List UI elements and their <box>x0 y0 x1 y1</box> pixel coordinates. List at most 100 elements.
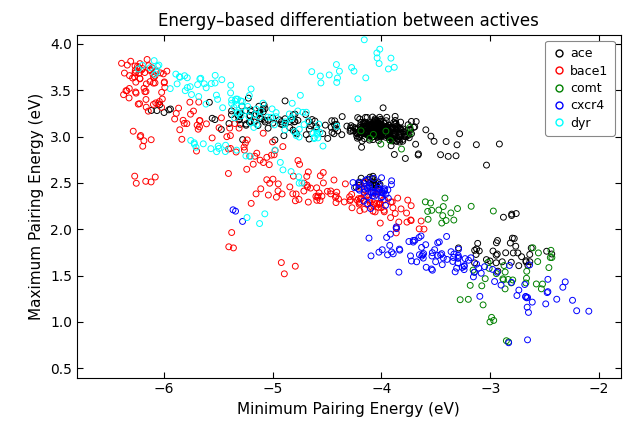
Point <box>151 68 161 75</box>
Point <box>363 194 373 201</box>
Point <box>263 125 273 132</box>
Point <box>368 122 378 129</box>
Point <box>371 182 381 189</box>
Point <box>381 191 391 198</box>
Point <box>364 197 374 204</box>
Point <box>232 95 243 102</box>
Point <box>119 69 129 76</box>
Point <box>492 237 502 244</box>
Point <box>133 66 143 72</box>
Point <box>179 120 189 127</box>
Point <box>188 108 198 115</box>
Point <box>354 184 364 191</box>
Point <box>331 192 341 199</box>
Point <box>383 251 393 258</box>
Point <box>499 214 509 221</box>
Point <box>434 238 444 245</box>
Point <box>193 126 204 133</box>
Point <box>386 133 396 140</box>
Point <box>152 69 162 76</box>
Point <box>428 267 438 274</box>
Point <box>353 179 364 186</box>
Point <box>241 107 252 114</box>
Point <box>131 180 141 187</box>
Point <box>182 120 192 127</box>
Point <box>150 79 160 86</box>
Point <box>372 122 382 129</box>
Point <box>391 134 401 141</box>
Point <box>273 187 283 194</box>
Point <box>236 112 246 119</box>
Point <box>154 62 164 69</box>
Point <box>362 182 372 189</box>
Point <box>374 124 385 131</box>
Point <box>213 143 223 150</box>
Point <box>150 174 161 181</box>
Point <box>525 258 535 265</box>
Point <box>333 195 344 202</box>
Point <box>525 251 535 258</box>
Point <box>443 153 453 160</box>
Point <box>414 251 424 258</box>
Point <box>391 230 401 237</box>
Point <box>299 121 309 128</box>
Point <box>373 133 383 140</box>
Point <box>368 208 378 215</box>
Point <box>141 104 151 111</box>
Point <box>191 148 202 155</box>
Point <box>332 75 342 82</box>
Point <box>426 133 436 140</box>
Point <box>340 181 351 187</box>
Point <box>383 128 393 135</box>
Point <box>395 134 405 141</box>
Point <box>158 70 168 77</box>
Point <box>383 66 394 72</box>
Point <box>367 204 377 210</box>
Point <box>359 128 369 135</box>
Point <box>380 185 390 192</box>
Point <box>478 301 488 308</box>
Point <box>481 256 492 263</box>
Point <box>242 166 252 173</box>
Point <box>472 240 483 247</box>
Point <box>522 275 532 282</box>
Point <box>374 124 385 131</box>
Point <box>355 129 365 136</box>
Point <box>381 125 392 132</box>
Point <box>391 138 401 145</box>
Point <box>469 269 479 276</box>
Point <box>451 265 461 272</box>
Point <box>139 137 149 144</box>
Point <box>417 244 427 251</box>
Point <box>371 119 381 126</box>
Point <box>227 97 237 104</box>
Point <box>374 46 385 53</box>
Point <box>303 199 314 206</box>
Point <box>402 127 412 134</box>
Point <box>452 260 463 266</box>
Point <box>499 276 509 283</box>
Point <box>355 122 365 129</box>
Point <box>159 109 169 116</box>
Point <box>411 118 421 125</box>
Y-axis label: Maximum Pairing Energy (eV): Maximum Pairing Energy (eV) <box>29 92 44 320</box>
Point <box>179 72 189 79</box>
Point <box>234 117 244 124</box>
Point <box>225 145 236 152</box>
Point <box>323 135 333 142</box>
Point <box>172 80 182 87</box>
Point <box>584 308 594 315</box>
Point <box>258 105 268 112</box>
Point <box>385 242 395 249</box>
Point <box>450 268 460 275</box>
Point <box>202 120 212 127</box>
Point <box>275 121 285 128</box>
Point <box>368 189 378 196</box>
Point <box>318 143 328 150</box>
Point <box>255 157 265 164</box>
Point <box>522 294 532 301</box>
Point <box>231 148 241 155</box>
Point <box>375 181 385 188</box>
Point <box>266 114 276 121</box>
Point <box>251 191 261 197</box>
